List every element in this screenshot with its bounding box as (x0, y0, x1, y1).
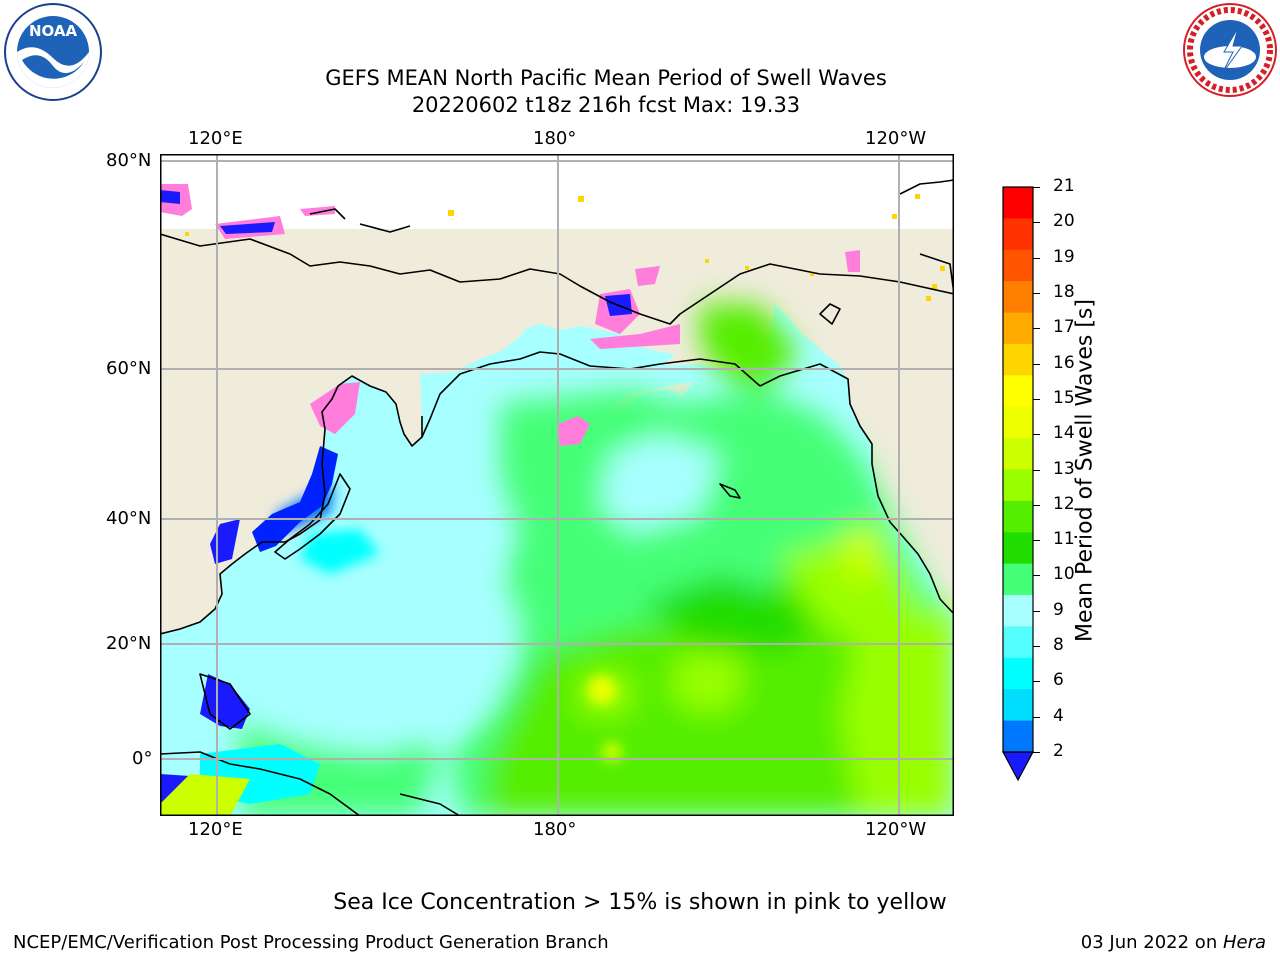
colorbar-tick-label: 8 (1053, 635, 1064, 656)
colorbar-tick-mark (1033, 681, 1040, 683)
colorbar-tick-mark (1033, 716, 1040, 718)
chart-subtitle: 20220602 t18z 216h fcst Max: 19.33 (411, 93, 801, 117)
colorbar-segment (1003, 438, 1033, 470)
colorbar-tick-label: 12 (1053, 493, 1075, 514)
colorbar-extend-min (1003, 752, 1033, 780)
colorbar-segment (1003, 218, 1033, 251)
colorbar-segment (1003, 657, 1033, 690)
lat-label-80n: 80°N (106, 150, 152, 171)
colorbar-tick-mark (1033, 752, 1040, 753)
colorbar-tick-mark (1033, 610, 1040, 612)
colorbar-segment (1003, 406, 1033, 439)
colorbar-tick-mark (1033, 398, 1040, 400)
colorbar-segment (1003, 375, 1033, 408)
colorbar-tick-label: 15 (1053, 387, 1075, 408)
colorbar-tick-label: 6 (1053, 670, 1064, 691)
swell-period-map (160, 154, 954, 816)
lat-label-20n: 20°N (106, 633, 152, 654)
colorbar-segment (1003, 626, 1033, 659)
colorbar-tick-mark (1033, 434, 1040, 436)
colorbar-tick-label: 9 (1053, 599, 1064, 620)
colorbar-tick-label: 16 (1053, 352, 1075, 373)
colorbar-segment (1003, 281, 1033, 314)
noaa-logo: NOAA (4, 3, 102, 101)
colorbar-tick-label: 2 (1053, 741, 1064, 761)
colorbar-label: Mean Period of Swell Waves [s] (1072, 299, 1098, 642)
colorbar (1001, 186, 1035, 782)
colorbar-tick-mark (1033, 469, 1040, 471)
colorbar-tick-mark (1033, 540, 1040, 542)
colorbar-segment (1003, 595, 1033, 627)
colorbar-tick-mark (1033, 292, 1040, 294)
chart-title: GEFS MEAN North Pacific Mean Period of S… (325, 66, 887, 90)
colorbar-tick-label: 14 (1053, 423, 1075, 444)
colorbar-tick-mark (1033, 187, 1040, 188)
colorbar-tick-label: 20 (1053, 211, 1075, 232)
nws-logo (1183, 3, 1277, 97)
colorbar-tick-mark (1033, 646, 1040, 648)
colorbar-tick-mark (1033, 504, 1040, 506)
colorbar-tick-label: 13 (1053, 458, 1075, 479)
colorbar-tick-mark (1033, 575, 1040, 577)
colorbar-segment (1003, 563, 1033, 596)
colorbar-segment (1003, 249, 1033, 282)
colorbar-tick-label: 11 (1053, 529, 1075, 550)
colorbar-segment (1003, 689, 1033, 722)
colorbar-tick-label: 17 (1053, 317, 1075, 338)
colorbar-tick-label: 4 (1053, 705, 1064, 726)
lat-label-60n: 60°N (106, 358, 152, 379)
lon-label-top-120w: 120°W (865, 128, 927, 149)
colorbar-tick-mark (1033, 363, 1040, 365)
colorbar-segment (1003, 469, 1033, 502)
colorbar-tick-mark (1033, 328, 1040, 330)
colorbar-tick-mark (1033, 222, 1040, 224)
colorbar-segment (1003, 720, 1033, 753)
colorbar-tick-label: 18 (1053, 281, 1075, 302)
footer-host: Hera (1222, 932, 1266, 953)
colorbar-segment (1003, 343, 1033, 376)
noaa-logo-text: NOAA (29, 22, 78, 40)
lon-label-bottom-180: 180° (533, 819, 577, 840)
graticule (160, 154, 954, 816)
lon-label-bottom-120w: 120°W (865, 819, 927, 840)
lat-label-0: 0° (132, 748, 153, 769)
footer-date-text: 03 Jun 2022 on (1080, 932, 1223, 953)
colorbar-segment (1003, 500, 1033, 533)
footer-credit: NCEP/EMC/Verification Post Processing Pr… (13, 932, 609, 953)
map-frame (160, 154, 954, 816)
lon-label-top-120e: 120°E (188, 128, 243, 149)
colorbar-tick-mark (1033, 257, 1040, 259)
colorbar-tick-label: 19 (1053, 246, 1075, 267)
colorbar-segment (1003, 532, 1033, 565)
sea-ice-note: Sea Ice Concentration > 15% is shown in … (333, 890, 947, 915)
lat-label-40n: 40°N (106, 508, 152, 529)
lon-label-top-180: 180° (533, 128, 577, 149)
colorbar-segment (1003, 312, 1033, 345)
lon-label-bottom-120e: 120°E (188, 819, 243, 840)
colorbar-segment (1003, 187, 1033, 219)
colorbar-tick-label: 21 (1053, 176, 1075, 196)
footer-date: 03 Jun 2022 on Hera (1081, 932, 1266, 953)
colorbar-tick-label: 10 (1053, 564, 1075, 585)
